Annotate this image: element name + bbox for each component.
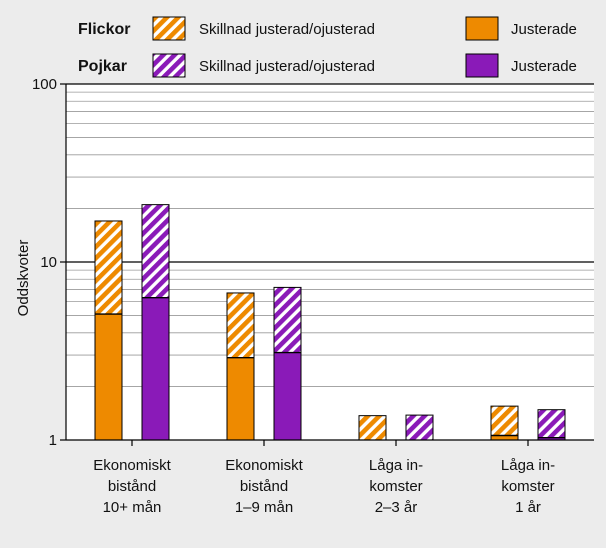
x-tick-label-line: 10+ mån (103, 499, 162, 516)
x-tick-label-line: 2–3 år (375, 499, 418, 516)
bar-difference-pojkar (538, 409, 565, 438)
x-tick-label: Ekonomiskt bistånd 10+ mån (93, 457, 171, 516)
bar-difference-flickor (359, 415, 386, 440)
bar-difference-pojkar (142, 204, 169, 298)
x-tick-label-line: 1 år (515, 499, 541, 516)
x-tick-label: Låga in-komster 2–3 år (369, 457, 423, 516)
x-tick-label-line: Ekonomiskt (225, 457, 303, 474)
y-tick-label: 100 (32, 76, 57, 93)
legend-label-difference: Skillnad justerad/ojusterad (199, 58, 375, 75)
x-tick-label-line: 1–9 mån (235, 499, 293, 516)
x-tick-label-line: bistånd (108, 478, 156, 495)
legend: Flickor Skillnad justerad/ojusterad Juster… (78, 16, 577, 78)
legend-group-flickor: Flickor (78, 21, 130, 38)
legend-swatch-adjusted (465, 16, 499, 41)
legend-label-adjusted: Justerade (511, 58, 577, 75)
bar-adjusted-flickor (95, 314, 122, 440)
x-tick-label-line: komster (501, 478, 554, 495)
bar-difference-flickor (227, 292, 254, 358)
x-tick-label: Låga in-komster 1 år (501, 457, 555, 516)
legend-group-pojkar: Pojkar (78, 58, 127, 75)
x-tick-label: Ekonomiskt bistånd 1–9 mån (225, 457, 303, 516)
y-axis-label: Oddskvoter (15, 240, 32, 317)
legend-swatch-difference (152, 53, 186, 78)
y-tick-label: 1 (49, 432, 57, 449)
bar-adjusted-pojkar (142, 297, 169, 440)
legend-label-adjusted: Justerade (511, 21, 577, 38)
x-tick-label-line: komster (369, 478, 422, 495)
bar-adjusted-pojkar (274, 352, 301, 440)
bar-difference-flickor (491, 406, 518, 436)
y-tick-label: 10 (40, 254, 57, 271)
bar-difference-flickor (95, 220, 122, 315)
legend-swatch-adjusted (465, 53, 499, 78)
x-tick-label-line: Låga in- (369, 457, 423, 474)
bar-adjusted-pojkar (538, 437, 565, 440)
bar-adjusted-flickor (227, 357, 254, 440)
legend-label-difference: Skillnad justerad/ojusterad (199, 21, 375, 38)
bar-difference-pojkar (406, 415, 433, 440)
x-tick-label-line: Ekonomiskt (93, 457, 171, 474)
bars (94, 204, 566, 441)
legend-swatch-difference (152, 16, 186, 41)
bar-adjusted-flickor (491, 435, 518, 440)
x-tick-label-line: Låga in- (501, 457, 555, 474)
bar-difference-pojkar (274, 287, 301, 353)
x-tick-label-line: bistånd (240, 478, 288, 495)
